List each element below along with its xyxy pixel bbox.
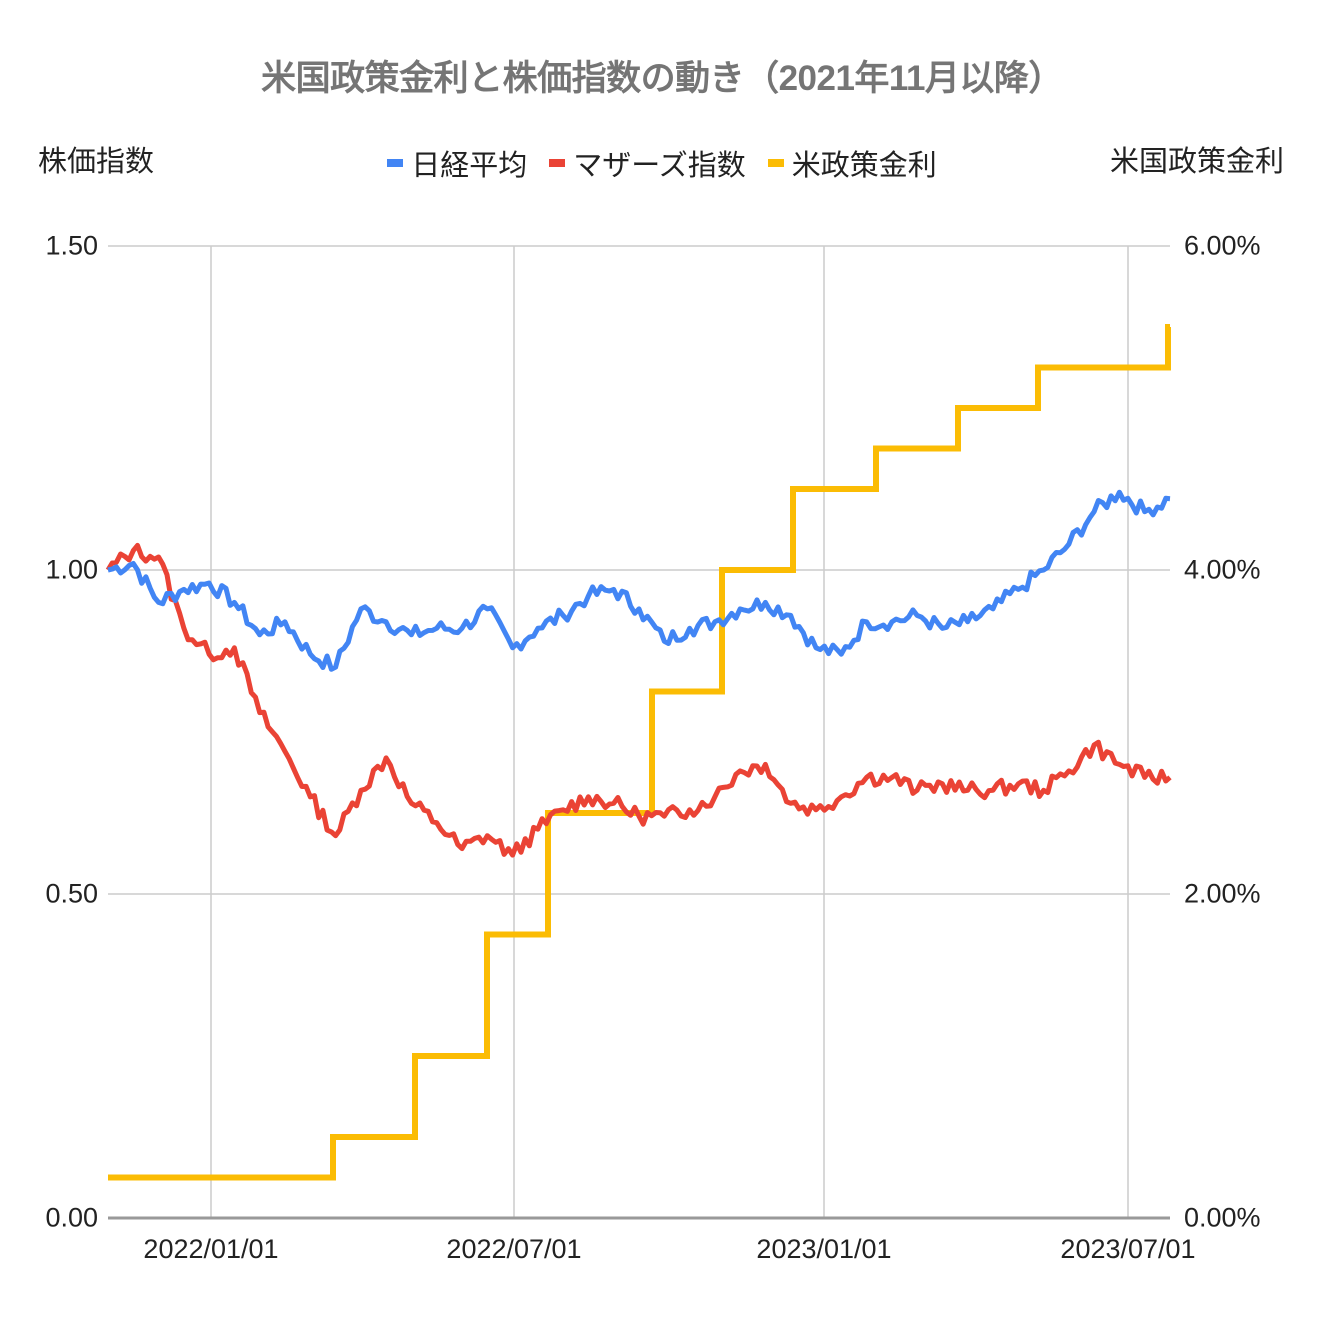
legend-label: マザーズ指数 bbox=[573, 150, 746, 182]
legend-item-fed-rate[interactable]: 米政策金利 bbox=[767, 142, 937, 184]
x-tick-label: 2022/01/01 bbox=[143, 1234, 279, 1264]
left-axis-title: 株価指数 bbox=[38, 146, 155, 178]
legend-label: 日経平均 bbox=[411, 150, 528, 182]
gridlines bbox=[108, 245, 1170, 1218]
chart-title: 米国政策金利と株価指数の動き（2021年11月以降） bbox=[261, 59, 1063, 98]
left-tick-label: 1.00 bbox=[45, 554, 98, 585]
legend-item-mothers[interactable]: マザーズ指数 bbox=[549, 142, 746, 184]
legend-swatch-icon bbox=[387, 159, 404, 167]
right-tick-label: 0.00% bbox=[1184, 1202, 1261, 1233]
right-tick-label: 4.00% bbox=[1184, 554, 1261, 585]
x-tick-label: 2022/07/01 bbox=[446, 1234, 582, 1264]
nikkei-line[interactable] bbox=[107, 489, 1171, 672]
mothers-index-line[interactable] bbox=[105, 542, 1172, 858]
right-axis-title: 米国政策金利 bbox=[1109, 146, 1284, 178]
x-tick-label: 2023/07/01 bbox=[1060, 1234, 1196, 1264]
legend-label: 米政策金利 bbox=[791, 150, 937, 182]
right-tick-label: 2.00% bbox=[1184, 878, 1261, 909]
right-tick-label: 6.00% bbox=[1184, 230, 1261, 261]
fed-rate-line[interactable] bbox=[108, 324, 1171, 1181]
x-tick-label: 2023/01/01 bbox=[756, 1234, 892, 1264]
left-tick-label: 1.50 bbox=[45, 230, 98, 261]
left-tick-label: 0.00 bbox=[45, 1202, 98, 1233]
left-tick-label: 0.50 bbox=[45, 878, 98, 909]
legend-swatch-icon bbox=[549, 159, 566, 167]
legend-item-nikkei[interactable]: 日経平均 bbox=[387, 142, 527, 184]
legend-swatch-icon bbox=[767, 159, 784, 167]
legend: 日経平均 マザーズ指数 米政策金利 bbox=[0, 142, 1324, 184]
